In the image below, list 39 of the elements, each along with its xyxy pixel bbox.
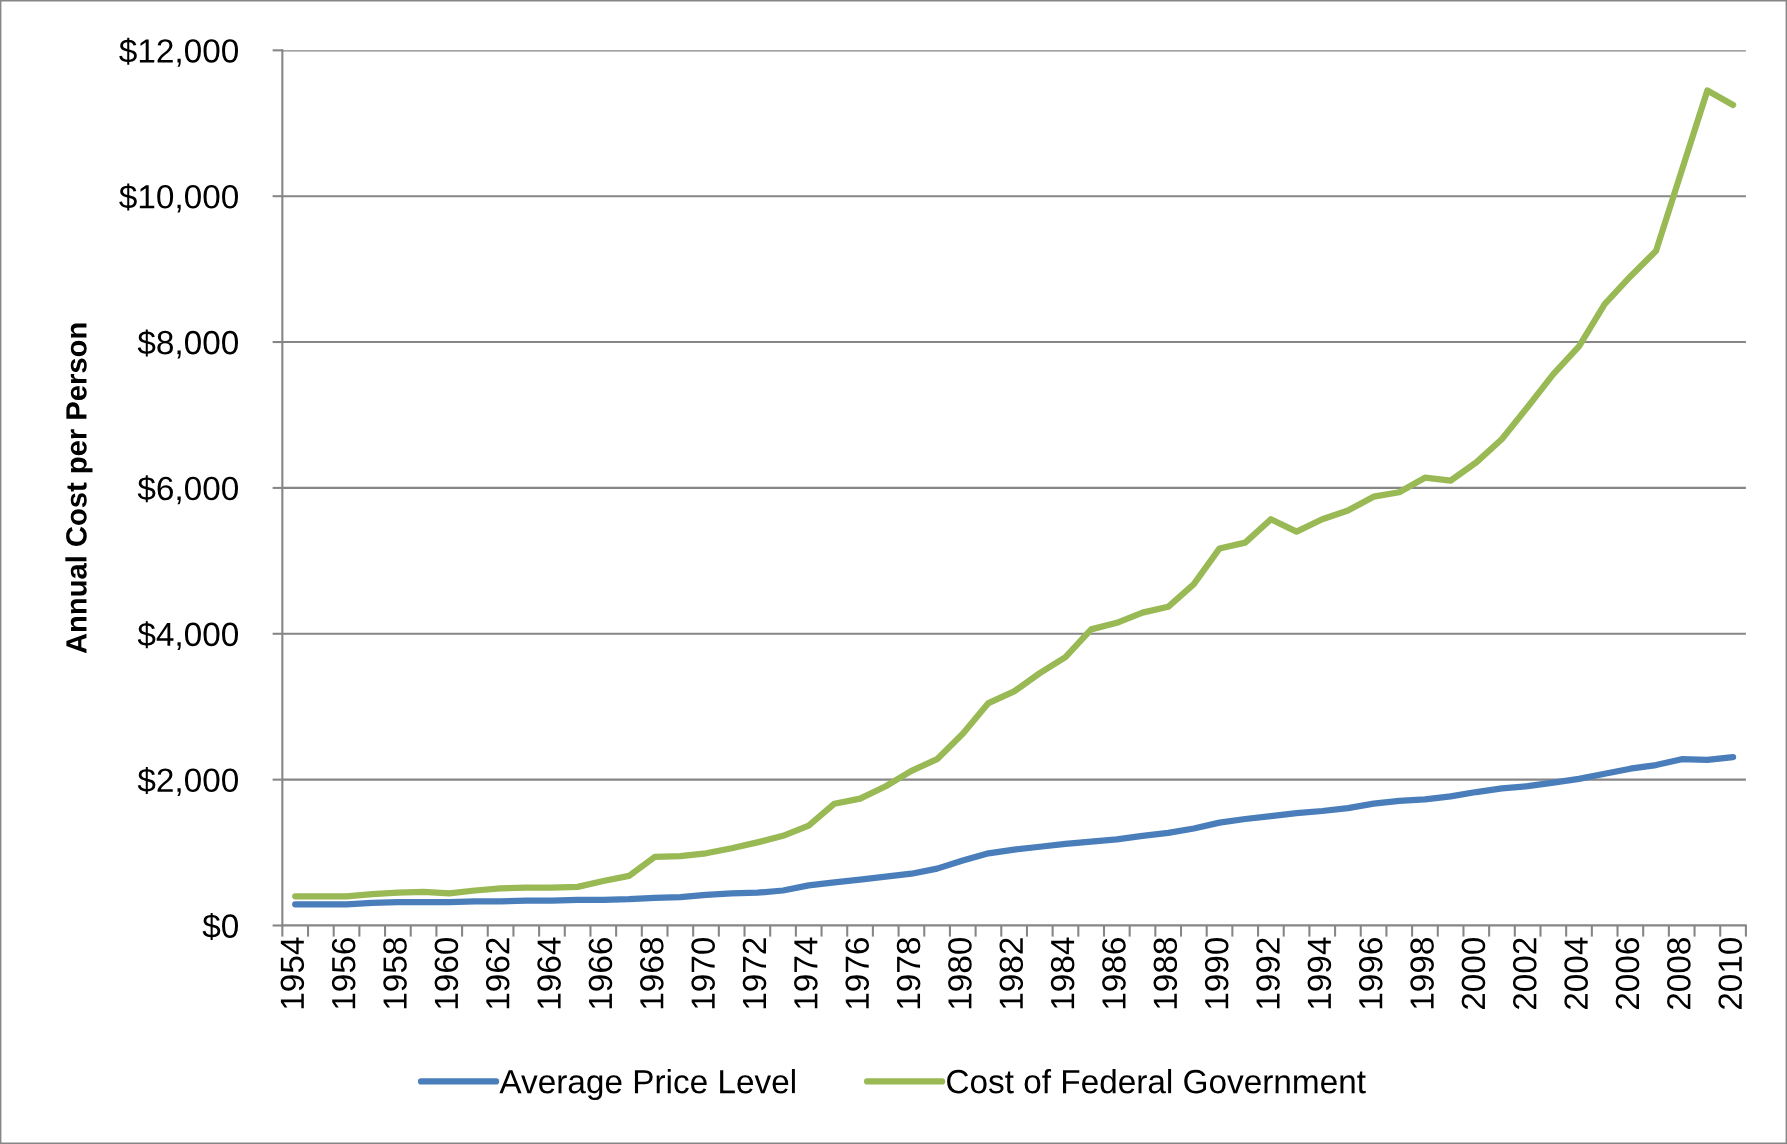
- x-tick-label: 2000: [1461, 937, 1486, 1010]
- x-tick-label: 1974: [794, 937, 818, 1009]
- x-tick-label: 2002: [1512, 938, 1537, 1010]
- x-tick-label: 1964: [537, 937, 561, 1009]
- x-tick-label: 1982: [999, 938, 1024, 1009]
- y-tick-label: $6,000: [137, 475, 238, 505]
- y-tick-label: $4,000: [137, 621, 238, 651]
- y-tick-label: $2,000: [137, 767, 238, 796]
- x-tick-label: 1992: [1256, 938, 1280, 1009]
- x-tick-label: 1994: [1307, 937, 1332, 1009]
- x-tick-label: 1998: [1410, 938, 1434, 1009]
- y-axis-title: Annual Cost per Person: [65, 323, 93, 654]
- x-tick-label: 1996: [1358, 938, 1383, 1009]
- x-tick-label: 1968: [640, 938, 664, 1009]
- x-tick-label: 1976: [845, 938, 870, 1009]
- x-tick-label: 1980: [948, 937, 972, 1009]
- x-tick-label: 1970: [691, 937, 715, 1009]
- x-tick-label: 1962: [485, 938, 510, 1009]
- x-tick-label: 1954: [280, 937, 305, 1009]
- x-tick-label: 1966: [588, 938, 613, 1009]
- y-tick-label: $10,000: [119, 183, 238, 213]
- x-tick-label: 1958: [383, 938, 407, 1009]
- x-tick-label: 1956: [331, 938, 356, 1009]
- x-tick-label: 1986: [1102, 938, 1126, 1009]
- y-tick-label: $8,000: [137, 329, 238, 359]
- x-tick-label: 1988: [1153, 938, 1178, 1009]
- legend-label: Cost of Federal Government: [947, 1068, 1366, 1094]
- x-tick-label: 2006: [1615, 938, 1640, 1010]
- y-tick-label: $0: [202, 912, 238, 940]
- x-tick-label: 1972: [742, 938, 767, 1009]
- x-tick-label: 2004: [1564, 937, 1588, 1010]
- legend-label: Average Price Level: [499, 1068, 795, 1101]
- x-tick-label: 1990: [1204, 937, 1229, 1009]
- y-tick-label: $12,000: [119, 37, 238, 67]
- x-tick-label: 2010: [1718, 937, 1743, 1010]
- x-tick-label: 2008: [1667, 938, 1691, 1010]
- x-tick-label: 1978: [896, 938, 921, 1009]
- x-tick-label: 1960: [434, 937, 459, 1009]
- x-tick-label: 1984: [1050, 937, 1075, 1009]
